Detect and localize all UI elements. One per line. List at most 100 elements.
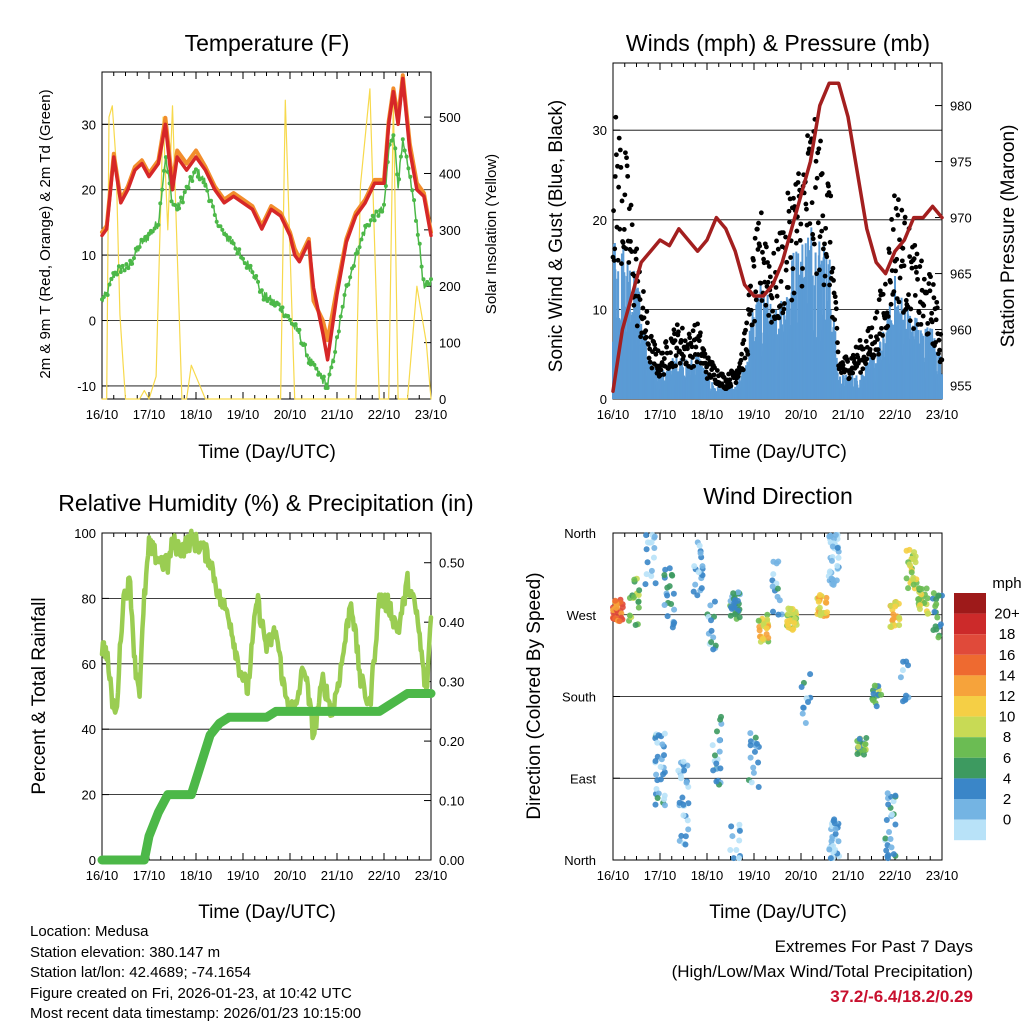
direction-point: [643, 571, 650, 578]
direction-point: [908, 569, 915, 576]
gust-point: [621, 227, 627, 232]
gust-point: [765, 260, 770, 265]
gust-point: [698, 330, 703, 336]
gust-point: [921, 276, 927, 282]
gust-point: [780, 310, 786, 316]
rh-xtick-label: 22/10: [368, 868, 401, 883]
gust-point: [819, 171, 825, 176]
dewpoint-point: [408, 174, 413, 179]
winds-title: Winds (mph) & Pressure (mb): [626, 30, 930, 56]
legend-label: 14: [999, 667, 1016, 684]
direction-point: [653, 786, 660, 793]
direction-point: [934, 614, 941, 621]
gust-point: [822, 241, 827, 247]
dewpoint-point: [406, 166, 411, 171]
direction-point: [828, 575, 835, 582]
gust-point: [767, 274, 773, 280]
direction-point: [654, 794, 661, 801]
gust-point: [613, 152, 619, 158]
gust-point: [880, 332, 885, 338]
direction-point: [854, 750, 861, 757]
direction-point: [798, 683, 805, 690]
gust-point: [827, 239, 833, 245]
dewpoint-point: [212, 212, 217, 217]
gust-point: [832, 294, 838, 300]
direction-point: [883, 847, 890, 854]
dewpoint-point: [382, 202, 386, 207]
rh-ytick-label-right: 0.30: [439, 675, 464, 690]
gust-point: [803, 201, 809, 207]
direction-point: [661, 802, 668, 809]
gust-point: [786, 285, 791, 290]
gust-point: [830, 265, 836, 271]
dewpoint-point: [233, 246, 238, 251]
direction-point: [774, 585, 781, 592]
dewpoint-point: [256, 279, 261, 284]
dewpoint-point: [109, 276, 114, 281]
legend-label: 18: [999, 626, 1016, 643]
wind-ytick-label-right: 975: [950, 155, 972, 170]
direction-point: [755, 617, 762, 624]
direction-point: [659, 741, 666, 748]
gust-point: [617, 147, 623, 153]
direction-point: [932, 623, 939, 630]
station-info: Location: Medusa Station elevation: 380.…: [30, 922, 361, 1025]
direction-point: [887, 623, 894, 630]
direction-point: [896, 622, 903, 629]
direction-point: [616, 618, 623, 625]
dewpoint-point: [286, 313, 291, 318]
gust-point: [769, 295, 775, 301]
direction-point: [730, 855, 737, 862]
speed-legend: mph 20+ 18 16 14 12 10 8 6 4 2 0: [954, 575, 1022, 841]
gust-point: [628, 239, 633, 244]
gust-point: [751, 263, 757, 269]
direction-point: [750, 769, 757, 776]
gust-point: [938, 331, 944, 337]
gust-point: [752, 318, 757, 324]
gust-point: [879, 325, 884, 331]
direction-point: [775, 558, 782, 565]
temp-ytick-label-right: 400: [439, 166, 461, 181]
direction-point: [800, 704, 807, 711]
dir-xtick-label: 19/10: [738, 868, 771, 883]
gust-point: [931, 295, 937, 301]
direction-point: [789, 626, 796, 633]
direction-point: [835, 554, 842, 561]
direction-point: [713, 760, 720, 767]
direction-point: [830, 581, 837, 588]
direction-point: [708, 627, 715, 634]
gust-point: [733, 380, 739, 386]
direction-point: [657, 776, 664, 783]
direction-point: [697, 550, 704, 557]
direction-point: [763, 625, 770, 632]
dewpoint-point: [415, 232, 420, 237]
gust-point: [880, 291, 886, 297]
gust-point: [909, 265, 915, 271]
gust-point: [845, 359, 851, 364]
direction-point: [883, 816, 890, 823]
direction-point: [915, 585, 922, 592]
gust-point: [629, 222, 635, 228]
gust-point: [745, 351, 751, 357]
direction-point: [652, 758, 659, 765]
direction-point: [716, 737, 723, 744]
gust-point: [857, 337, 863, 343]
gust-point: [634, 323, 640, 329]
gust-point: [929, 319, 935, 325]
gust-point: [646, 355, 652, 361]
dewpoint-point: [218, 224, 223, 229]
winds-ylabel: Sonic Wind & Gust (Blue, Black): [546, 100, 567, 372]
direction-point: [901, 696, 908, 703]
direction-point: [710, 646, 717, 653]
temperature-plot-area: 16/10 17/10 18/10 19/10 20/10 21/10 22/10 23/10…: [77, 71, 461, 422]
direction-point: [677, 773, 684, 780]
gust-point: [920, 313, 926, 319]
dewpoint-point: [250, 270, 255, 275]
rh-xtick-label: 23/10: [415, 868, 448, 883]
direction-point: [678, 832, 685, 839]
direction-point: [823, 594, 830, 601]
dewpoint-point: [336, 329, 341, 334]
gust-point: [930, 282, 936, 287]
dewpoint-point: [419, 264, 424, 269]
dewpoint-point: [321, 374, 326, 379]
